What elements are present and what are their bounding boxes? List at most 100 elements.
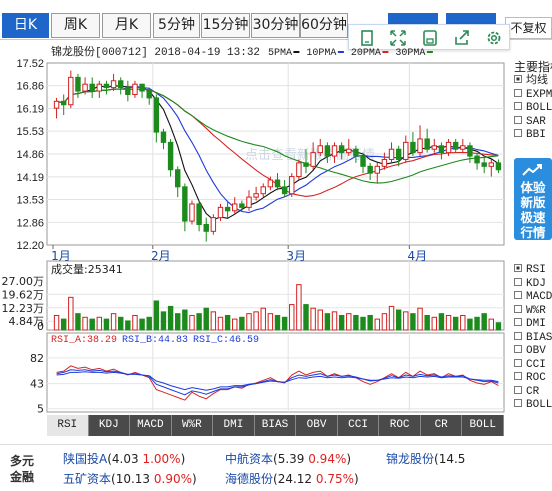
indicator-tab[interactable]: CCI: [337, 415, 380, 436]
adjust-select[interactable]: 不复权: [505, 17, 552, 39]
checkbox-icon[interactable]: [514, 264, 522, 273]
stock-link-3[interactable]: 锦龙股份(14.5: [386, 450, 465, 467]
volume-bar: [139, 318, 145, 331]
price-tick-label: 13.53: [16, 195, 44, 207]
rsi-label: RSI_C:46.59: [193, 335, 259, 346]
main-indicator-item[interactable]: BBI: [514, 129, 552, 143]
indicator-tabs: RSI KDJ MACD W%R DMI BIAS OBV CCI ROC CR BOLL: [47, 415, 504, 436]
indicator-tab[interactable]: DMI: [213, 415, 255, 436]
checkbox-icon[interactable]: [514, 277, 522, 286]
tab-week-k[interactable]: 周K: [51, 13, 100, 38]
stock-link-2[interactable]: 中航资本(5.39 0.94%): [225, 450, 351, 467]
sub-indicator-item[interactable]: OBV: [514, 345, 552, 359]
stock-link-1[interactable]: 陕国投A(4.03 1.00%): [63, 450, 185, 467]
checkbox-icon[interactable]: [514, 75, 522, 84]
settings-icon[interactable]: [484, 28, 504, 48]
indicator-tab[interactable]: ROC: [379, 415, 421, 436]
checkbox-icon[interactable]: [514, 291, 522, 300]
checkbox-icon[interactable]: [514, 102, 522, 111]
main-indicator-item[interactable]: BOLL: [514, 102, 552, 116]
main-indicator-item[interactable]: EXPMA: [514, 89, 552, 103]
month-label: 2月: [151, 249, 171, 263]
main-indicator-item[interactable]: SAR: [514, 116, 552, 130]
sub-indicator-label: RSI: [526, 264, 546, 276]
volume-bar: [246, 313, 252, 331]
trend-icon: [522, 164, 542, 176]
indicator-tab[interactable]: BOLL: [462, 415, 504, 436]
ma-label: 10PMA: [306, 48, 336, 59]
sub-indicator-item[interactable]: CR: [514, 386, 552, 400]
indicator-tab[interactable]: W%R: [171, 415, 214, 436]
volume-bar: [303, 304, 309, 331]
checkbox-icon[interactable]: [514, 399, 522, 408]
candle-down: [495, 162, 502, 171]
tab-15min[interactable]: 15分钟: [201, 13, 250, 38]
tab-day-k[interactable]: 日K: [2, 13, 49, 38]
square-icon[interactable]: [357, 28, 377, 48]
volume-bar: [132, 314, 138, 331]
save-icon[interactable]: [420, 28, 440, 48]
checkbox-icon[interactable]: [514, 331, 522, 340]
sub-indicator-item[interactable]: BIAS: [514, 332, 552, 346]
candle-down: [103, 83, 110, 89]
sub-indicator-label: BIAS: [526, 331, 552, 344]
rsi-label: RSI_B:44.83: [122, 335, 188, 346]
stock-header: 锦龙股份[000712] 2018-04-19 13:32: [51, 44, 260, 59]
tab-60min[interactable]: 60分钟: [300, 13, 348, 38]
candle-up: [431, 145, 438, 150]
tab-5min[interactable]: 5分钟: [153, 13, 200, 38]
tab-30min[interactable]: 30分钟: [251, 13, 300, 38]
ma-legend-swatch: [337, 51, 344, 53]
main-indicator-item[interactable]: 均线: [514, 75, 552, 89]
stock-detail: (5.39: [273, 452, 309, 466]
rsi-frame: [46, 332, 505, 413]
checkbox-icon[interactable]: [514, 304, 522, 313]
sub-indicator-label: CCI: [526, 358, 546, 371]
candle-up: [232, 203, 238, 212]
sub-indicator-item[interactable]: ROC: [514, 372, 552, 386]
volume-bar: [125, 320, 131, 331]
candle-up: [267, 179, 274, 188]
checkbox-icon[interactable]: [514, 385, 522, 394]
candle-down: [452, 141, 459, 150]
indicator-tab[interactable]: BIAS: [254, 415, 297, 436]
sub-indicator-item[interactable]: BOLL: [514, 399, 552, 413]
candle-up: [488, 162, 495, 167]
volume-bar: [346, 313, 352, 331]
checkbox-icon[interactable]: [514, 88, 522, 97]
checkbox-icon[interactable]: [514, 345, 522, 354]
checkbox-icon[interactable]: [514, 358, 522, 367]
sub-indicator-item[interactable]: MACD: [514, 291, 552, 305]
sub-indicator-item[interactable]: RSI: [514, 264, 552, 278]
candle-up: [317, 145, 323, 154]
sub-indicator-item[interactable]: CCI: [514, 359, 552, 373]
stock-link-4[interactable]: 五矿资本(10.13 0.90%): [63, 470, 197, 487]
sub-indicator-item[interactable]: KDJ: [514, 278, 552, 292]
indicator-tab[interactable]: CR: [420, 415, 463, 436]
indicator-tab[interactable]: OBV: [296, 415, 338, 436]
sub-indicator-item[interactable]: DMI: [514, 318, 552, 332]
candle-down: [360, 155, 366, 167]
ma-label: 5PMA: [268, 48, 292, 59]
expand-icon[interactable]: [388, 28, 408, 48]
tab-month-k[interactable]: 月K: [102, 13, 151, 38]
stock-link-5[interactable]: 海德股份(24.12 0.75%): [225, 470, 359, 487]
candle-up: [68, 76, 74, 106]
candle-down: [353, 148, 359, 157]
volume-tick-label: 0: [37, 320, 44, 333]
stock-close: ): [180, 452, 186, 466]
checkbox-icon[interactable]: [514, 372, 522, 381]
volume-bar: [167, 305, 174, 331]
share-icon[interactable]: [452, 28, 472, 48]
new-version-promo[interactable]: 体验新版极速行情: [514, 158, 552, 240]
candle-down: [474, 155, 480, 164]
checkbox-icon[interactable]: [514, 115, 522, 124]
sub-indicator-item[interactable]: W%R: [514, 305, 552, 319]
sub-indicator-label: DMI: [526, 318, 546, 330]
indicator-tab[interactable]: KDJ: [88, 415, 131, 436]
indicator-tab[interactable]: RSI: [47, 415, 89, 436]
indicator-tab[interactable]: MACD: [130, 415, 172, 436]
price-tick-label: 16.86: [16, 81, 44, 93]
checkbox-icon[interactable]: [514, 318, 522, 327]
checkbox-icon[interactable]: [514, 129, 522, 138]
